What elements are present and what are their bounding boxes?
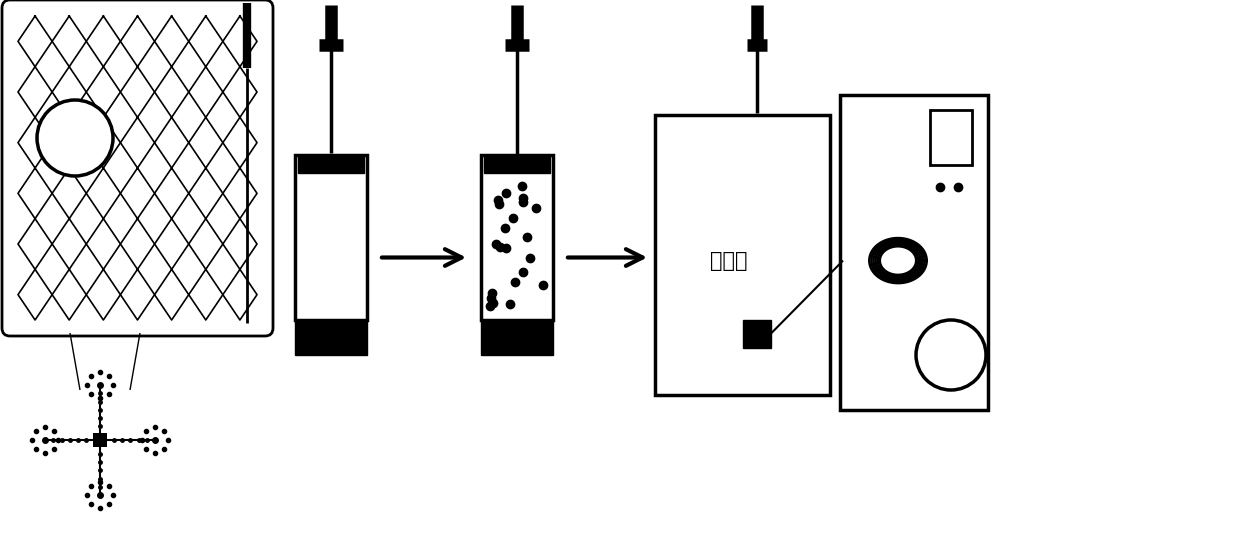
Bar [295,155,367,320]
Bar [655,115,830,395]
Text: 检测器: 检测器 [710,251,747,270]
Bar [295,320,367,355]
Bar [481,155,553,320]
Bar [481,320,553,355]
Bar [742,320,771,348]
Circle shape [37,100,113,176]
Bar [299,155,364,173]
Bar [930,110,973,165]
FancyBboxPatch shape [2,0,273,336]
Bar [93,433,107,447]
Bar [484,155,550,173]
Bar [840,95,987,410]
Circle shape [916,320,986,390]
